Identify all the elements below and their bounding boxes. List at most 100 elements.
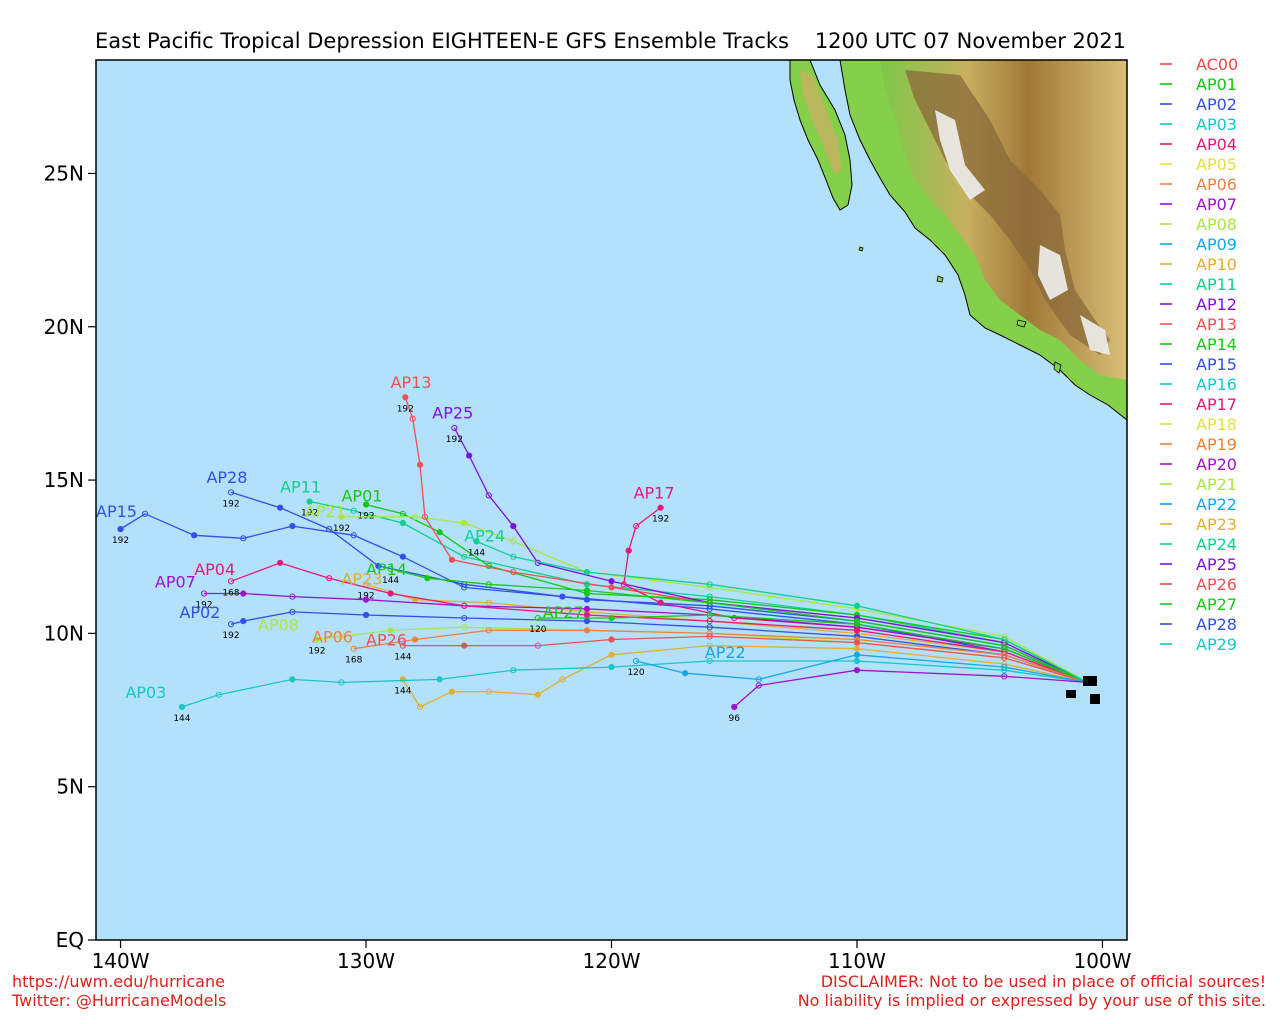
- track-name-label: AP07: [155, 572, 196, 591]
- track-point: [583, 605, 591, 612]
- track-name-label: AP03: [125, 683, 166, 702]
- latitude-axis: EQ 5N 10N 15N 20N 25N: [44, 161, 96, 952]
- legend-item-ap03: AP03: [1160, 115, 1237, 134]
- track-point: [326, 526, 333, 533]
- track-point: [200, 590, 208, 597]
- track-point: [510, 538, 517, 545]
- legend-item-ap07: AP07: [1160, 195, 1237, 214]
- legend-label: AP03: [1196, 115, 1237, 134]
- legend-label: AP04: [1196, 135, 1237, 154]
- track-name-label: AP26: [366, 631, 407, 650]
- track-point: [461, 624, 468, 631]
- track-line: [230, 611, 1088, 684]
- forecast-hour-label: 192: [222, 499, 239, 509]
- legend-label: AP27: [1196, 595, 1237, 614]
- track-point: [706, 642, 713, 649]
- track-point: [289, 608, 296, 616]
- lat-tick-label: 10N: [44, 621, 84, 645]
- legend-label: AP01: [1196, 75, 1237, 94]
- track-point: [416, 703, 424, 711]
- track-point: [409, 415, 416, 422]
- legend-label: AP09: [1196, 235, 1237, 254]
- legend-label: AP28: [1196, 615, 1237, 634]
- track-line: [402, 635, 1088, 684]
- island-3: [1053, 361, 1062, 374]
- track-point: [620, 581, 627, 588]
- track-line: [402, 644, 1088, 708]
- track-point: [682, 670, 689, 677]
- track-point: [227, 489, 235, 496]
- track-ap04: 168: [222, 559, 1091, 686]
- track-point: [338, 513, 345, 520]
- track-point: [402, 394, 409, 401]
- track-point: [448, 688, 456, 695]
- legend-label: AP08: [1196, 215, 1237, 234]
- track-point: [625, 547, 632, 554]
- track-point: [461, 602, 468, 609]
- track-point: [277, 504, 284, 511]
- legend-label: AP22: [1196, 495, 1237, 514]
- forecast-hour-label: 96: [729, 714, 741, 724]
- legend-item-ap08: AP08: [1160, 215, 1237, 234]
- legend-item-ap16: AP16: [1160, 375, 1237, 394]
- track-point: [240, 535, 247, 542]
- lat-tick-label: 5N: [56, 775, 84, 799]
- forecast-hour-label: 192: [308, 647, 325, 657]
- legend-item-ap12: AP12: [1160, 295, 1237, 314]
- track-point: [362, 596, 370, 603]
- track-point: [632, 522, 640, 530]
- track-point: [227, 578, 235, 585]
- legend-item-ac00: AC00: [1160, 55, 1238, 74]
- track-point: [399, 553, 406, 560]
- track-point: [534, 691, 541, 698]
- track-name-label: AP04: [194, 560, 235, 579]
- track-point: [289, 593, 296, 600]
- track-point: [1001, 673, 1008, 680]
- map-title: East Pacific Tropical Depression EIGHTEE…: [95, 29, 789, 53]
- forecast-hour-label: 192: [397, 404, 414, 414]
- track-point: [608, 636, 615, 643]
- track-point: [706, 599, 713, 606]
- track-point: [853, 639, 861, 646]
- island-1: [936, 275, 944, 283]
- footer-twitter[interactable]: Twitter: @HurricaneModels: [12, 991, 227, 1010]
- snowcap-2: [1038, 245, 1068, 300]
- legend-item-ap22: AP22: [1160, 495, 1237, 514]
- forecast-hour-label: 144: [394, 686, 411, 696]
- track-point: [313, 636, 321, 643]
- track-name-label: AP24: [464, 526, 505, 545]
- track-point: [289, 522, 296, 530]
- track-point: [608, 578, 615, 585]
- track-line: [230, 562, 1088, 684]
- track-point: [387, 627, 394, 634]
- track-point: [706, 618, 713, 625]
- track-point: [461, 642, 468, 649]
- legend-item-ap05: AP05: [1160, 155, 1237, 174]
- track-point: [451, 424, 458, 432]
- track-name-label: AP01: [341, 487, 382, 506]
- track-point: [755, 676, 762, 683]
- track-line: [181, 660, 1088, 708]
- track-point: [510, 568, 517, 576]
- track-point: [117, 526, 124, 533]
- track-point: [583, 568, 591, 576]
- storm-origin-marker: [1066, 676, 1100, 704]
- track-point: [338, 679, 345, 686]
- snowcap-3: [1080, 315, 1110, 355]
- track-point: [510, 667, 517, 674]
- legend-item-ap11: AP11: [1160, 275, 1237, 294]
- track-point: [436, 529, 443, 536]
- legend-item-ap06: AP06: [1160, 175, 1237, 194]
- track-point: [583, 596, 591, 603]
- legend-label: AP18: [1196, 415, 1237, 434]
- legend-item-ap23: AP23: [1160, 515, 1237, 534]
- track-name-label: AP27: [543, 603, 584, 622]
- forecast-hour-label: 144: [468, 548, 485, 558]
- legend-label: AP10: [1196, 255, 1237, 274]
- track-point: [853, 602, 861, 609]
- legend-item-ap25: AP25: [1160, 555, 1237, 574]
- footer-url[interactable]: https://uwm.edu/hurricane: [12, 972, 225, 991]
- track-point: [461, 614, 468, 622]
- disclaimer-line-1: DISCLAIMER: Not to be used in place of o…: [820, 972, 1266, 991]
- track-point: [706, 611, 713, 619]
